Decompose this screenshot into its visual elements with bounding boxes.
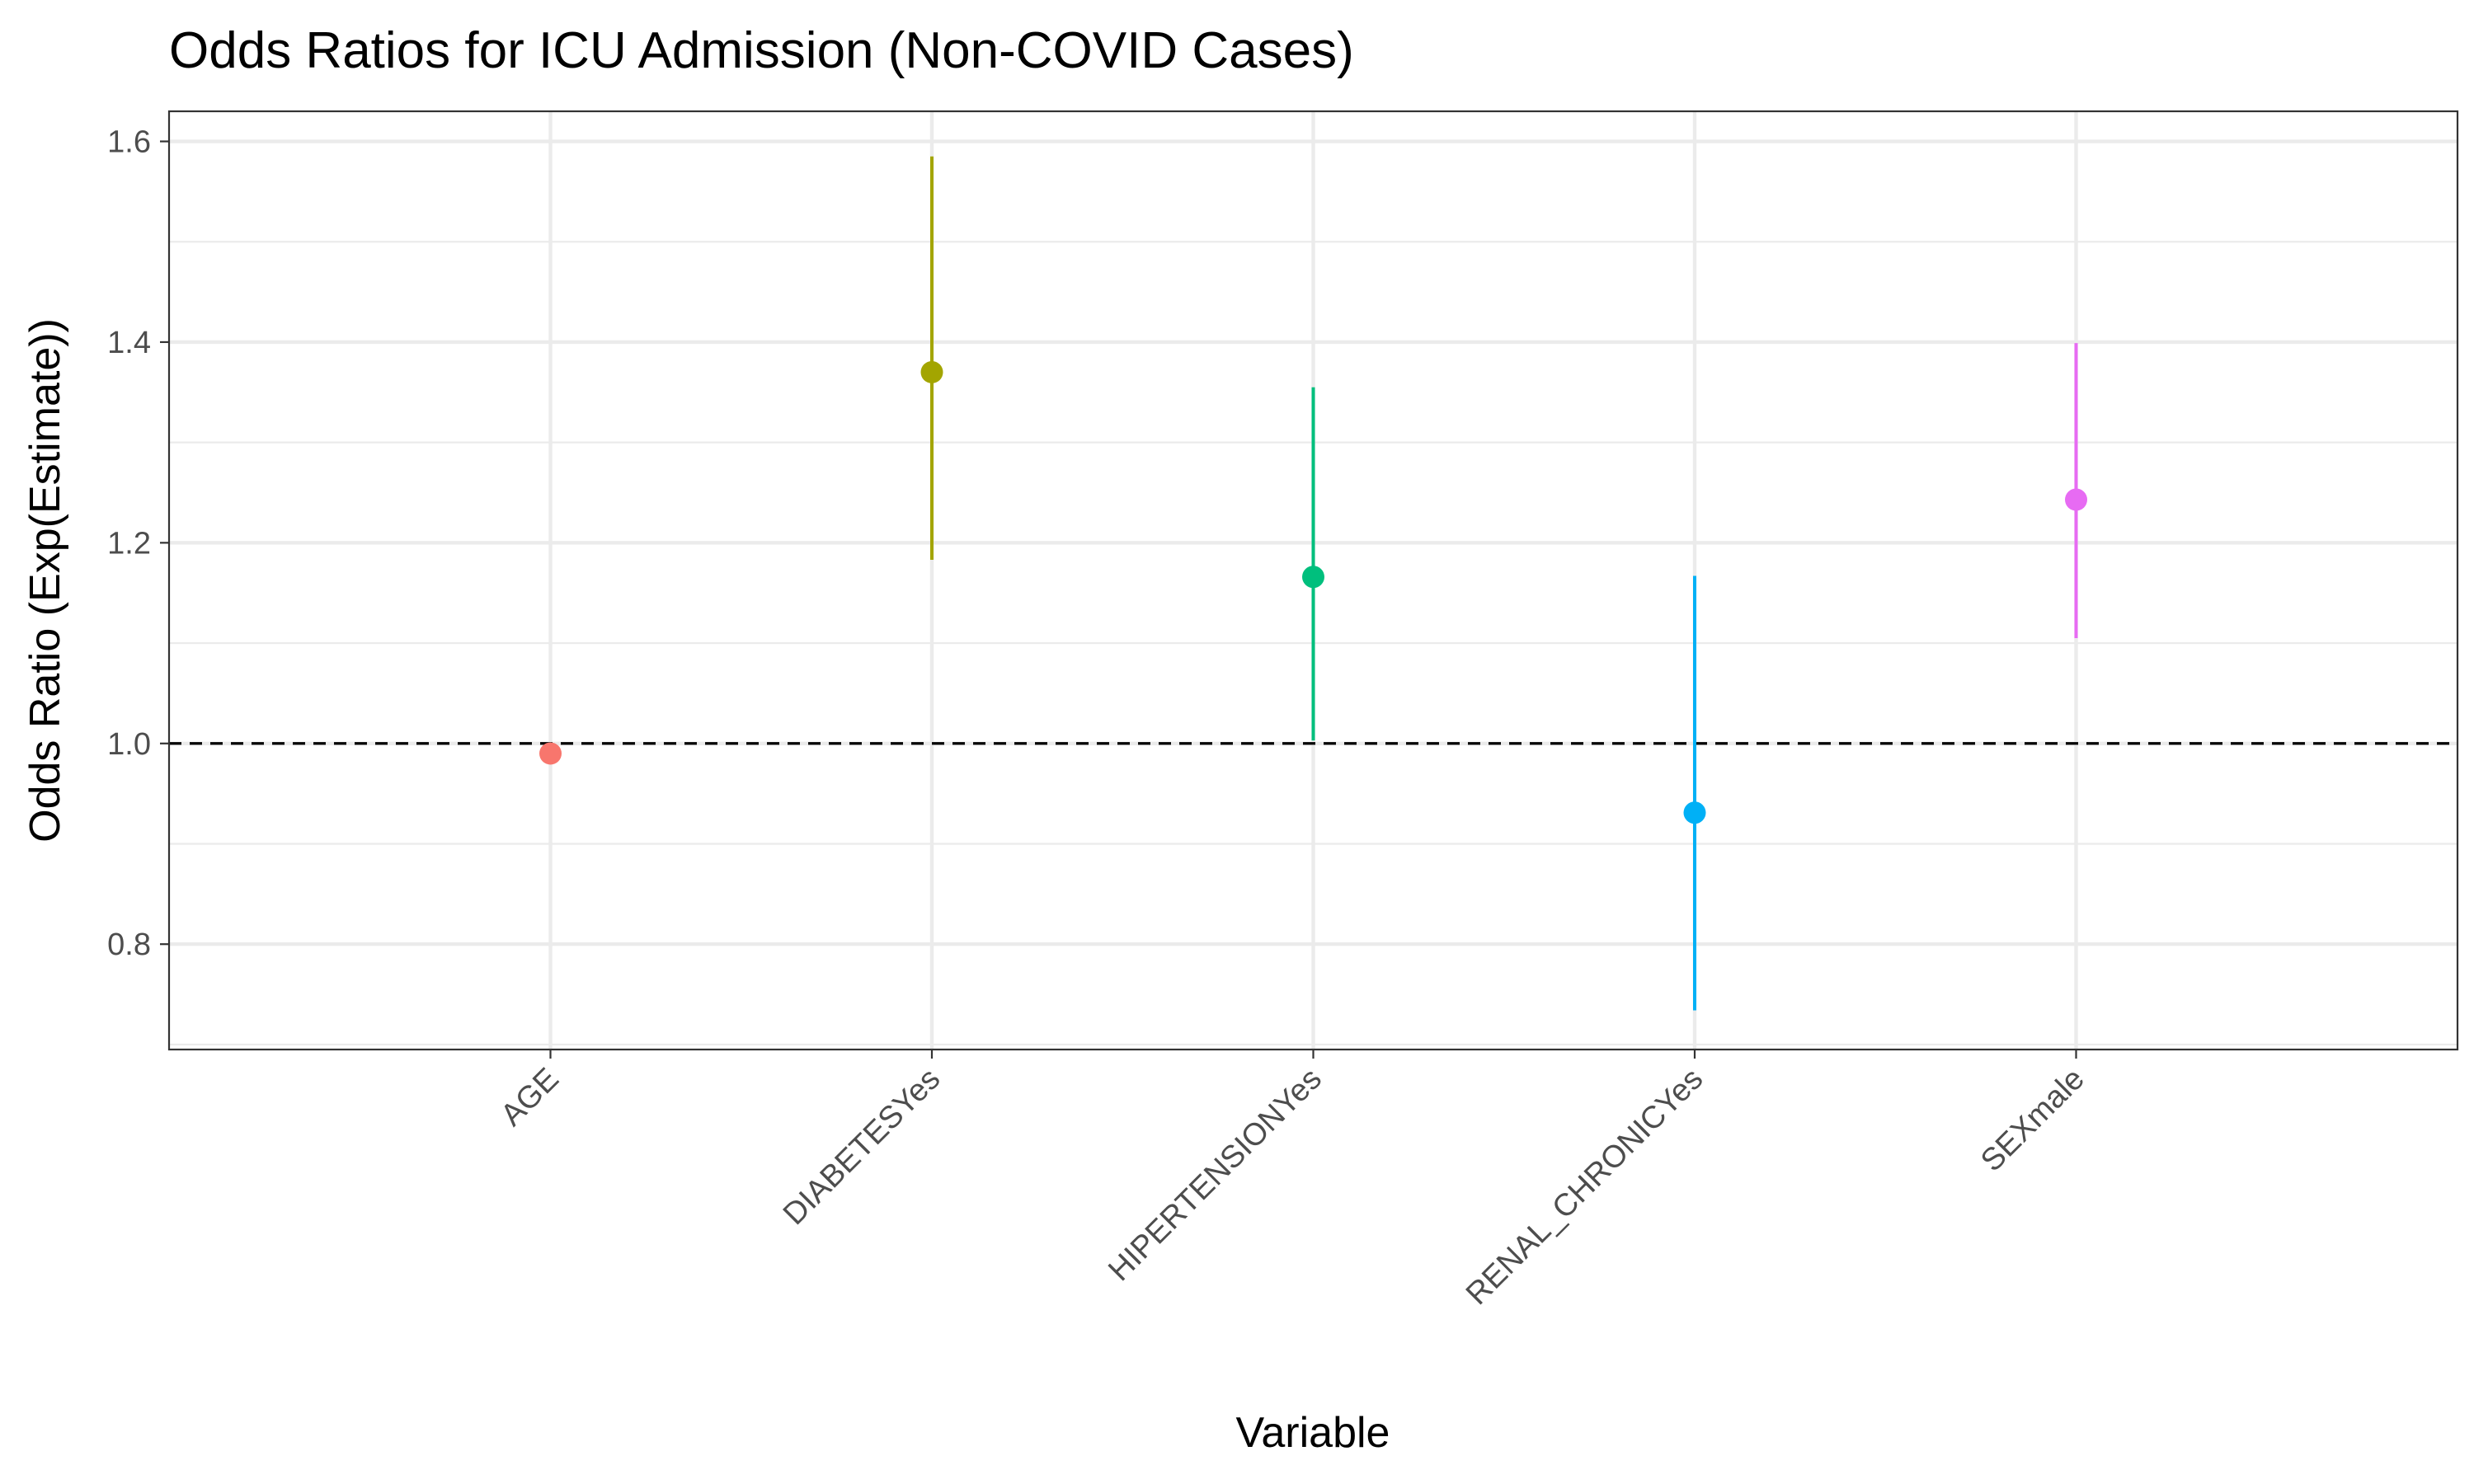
data-point — [2065, 488, 2087, 511]
y-axis-title: Odds Ratio (Exp(Estimate)) — [21, 318, 69, 843]
y-tick-label: 1.4 — [107, 326, 151, 360]
data-point — [920, 360, 943, 383]
data-point — [539, 742, 562, 765]
y-tick-label: 0.8 — [107, 928, 151, 962]
data-point — [1683, 801, 1706, 824]
y-tick-label: 1.0 — [107, 727, 151, 762]
y-axis: 0.8 1.0 1.2 1.4 1.6 — [107, 125, 169, 962]
data-point — [1302, 566, 1324, 589]
data-marks — [539, 156, 2087, 1011]
x-axis: AGE DIABETESYes HIPERTENSIONYes RENAL_CHRON… — [494, 1050, 2091, 1312]
x-tick-label: HIPERTENSIONYes — [1102, 1062, 1329, 1289]
x-tick-label: AGE — [494, 1062, 565, 1133]
x-axis-title: Variable — [1236, 1409, 1390, 1457]
y-tick-label: 1.2 — [107, 526, 151, 561]
x-tick-label: RENAL_CHRONICYes — [1460, 1062, 1710, 1312]
chart-title: Odds Ratios for ICU Admission (Non-COVID… — [169, 22, 1354, 79]
x-tick-label: DIABETESYes — [777, 1062, 947, 1232]
x-tick-label: SEXmale — [1974, 1062, 2091, 1179]
y-tick-label: 1.6 — [107, 125, 151, 160]
